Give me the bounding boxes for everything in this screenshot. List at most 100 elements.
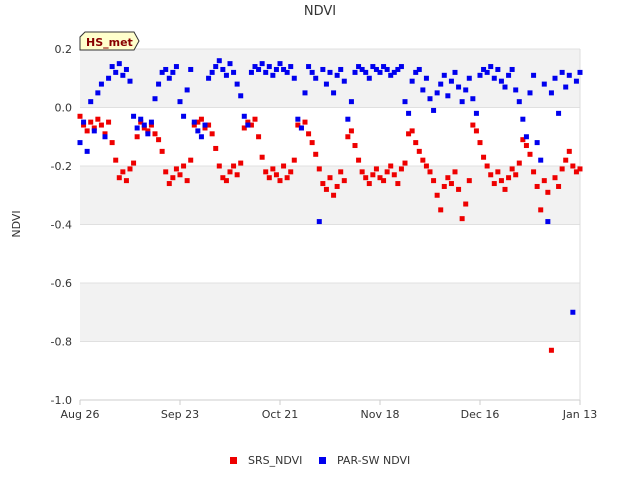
data-point [373,166,379,172]
data-point [127,166,133,172]
data-point [384,169,390,175]
data-point [284,175,290,181]
data-point [391,172,397,178]
data-point [181,163,187,169]
data-point [527,151,533,157]
data-point [156,137,162,143]
y-tick-label: -0.6 [51,277,72,290]
data-point [445,93,451,99]
data-point [366,75,372,81]
data-point [470,122,476,128]
data-point [120,72,126,78]
data-point [202,122,208,128]
data-point [527,90,533,96]
data-point [284,69,290,75]
data-point [306,64,312,70]
data-point [191,119,197,125]
data-point [556,110,562,116]
data-point [77,140,83,146]
data-point [209,69,215,75]
legend: SRS_NDVI PAR-SW NDVI [230,454,410,467]
data-point [148,119,154,125]
data-point [509,66,515,72]
data-point [198,134,204,140]
data-point [370,64,376,70]
data-point [91,125,97,131]
data-point [438,81,444,87]
data-point [463,87,469,93]
data-point [445,175,451,181]
data-point [456,84,462,90]
data-point [291,75,297,81]
plot-band [80,283,580,342]
data-point [402,99,408,105]
data-point [452,69,458,75]
data-point [448,78,454,84]
x-tick-label: Jan 13 [562,408,597,421]
data-point [577,166,583,172]
data-point [173,166,179,172]
data-point [241,113,247,119]
data-point [263,169,269,175]
data-point [238,93,244,99]
data-point [473,110,479,116]
data-point [170,175,176,181]
data-point [413,69,419,75]
data-point [141,125,147,131]
data-point [263,69,269,75]
data-point [273,66,279,72]
data-point [145,131,151,137]
data-point [81,119,87,125]
data-point [531,169,537,175]
data-point [91,128,97,134]
data-point [495,66,501,72]
data-point [438,207,444,213]
data-point [116,175,122,181]
series-srs-ndvi [77,113,583,353]
data-point [352,143,358,149]
data-point [552,175,558,181]
data-point [109,140,115,146]
data-point [191,122,197,128]
data-point [520,116,526,122]
data-point [156,81,162,87]
data-point [470,96,476,102]
data-point [559,166,565,172]
data-point [170,69,176,75]
data-point [441,183,447,189]
data-point [206,75,212,81]
data-point [488,64,494,70]
data-point [523,134,529,140]
data-point [423,75,429,81]
data-point [291,157,297,163]
data-point [152,96,158,102]
data-point [288,169,294,175]
data-point [409,128,415,134]
data-point [434,90,440,96]
data-point [473,128,479,134]
legend-label-par: PAR-SW NDVI [337,454,410,467]
data-point [277,61,283,67]
data-point [484,69,490,75]
data-point [84,148,90,154]
data-point [534,140,540,146]
data-point [188,157,194,163]
data-point [484,163,490,169]
data-point [159,69,165,75]
chart-title: NDVI [304,4,336,19]
data-point [506,175,512,181]
data-point [345,134,351,140]
data-point [548,347,554,353]
data-point [416,148,422,154]
data-point [459,99,465,105]
data-point [452,169,458,175]
data-point [195,128,201,134]
data-point [327,69,333,75]
data-point [313,151,319,157]
data-point [334,183,340,189]
data-point [398,64,404,70]
x-tick-label: Oct 21 [262,408,299,421]
data-point [391,69,397,75]
